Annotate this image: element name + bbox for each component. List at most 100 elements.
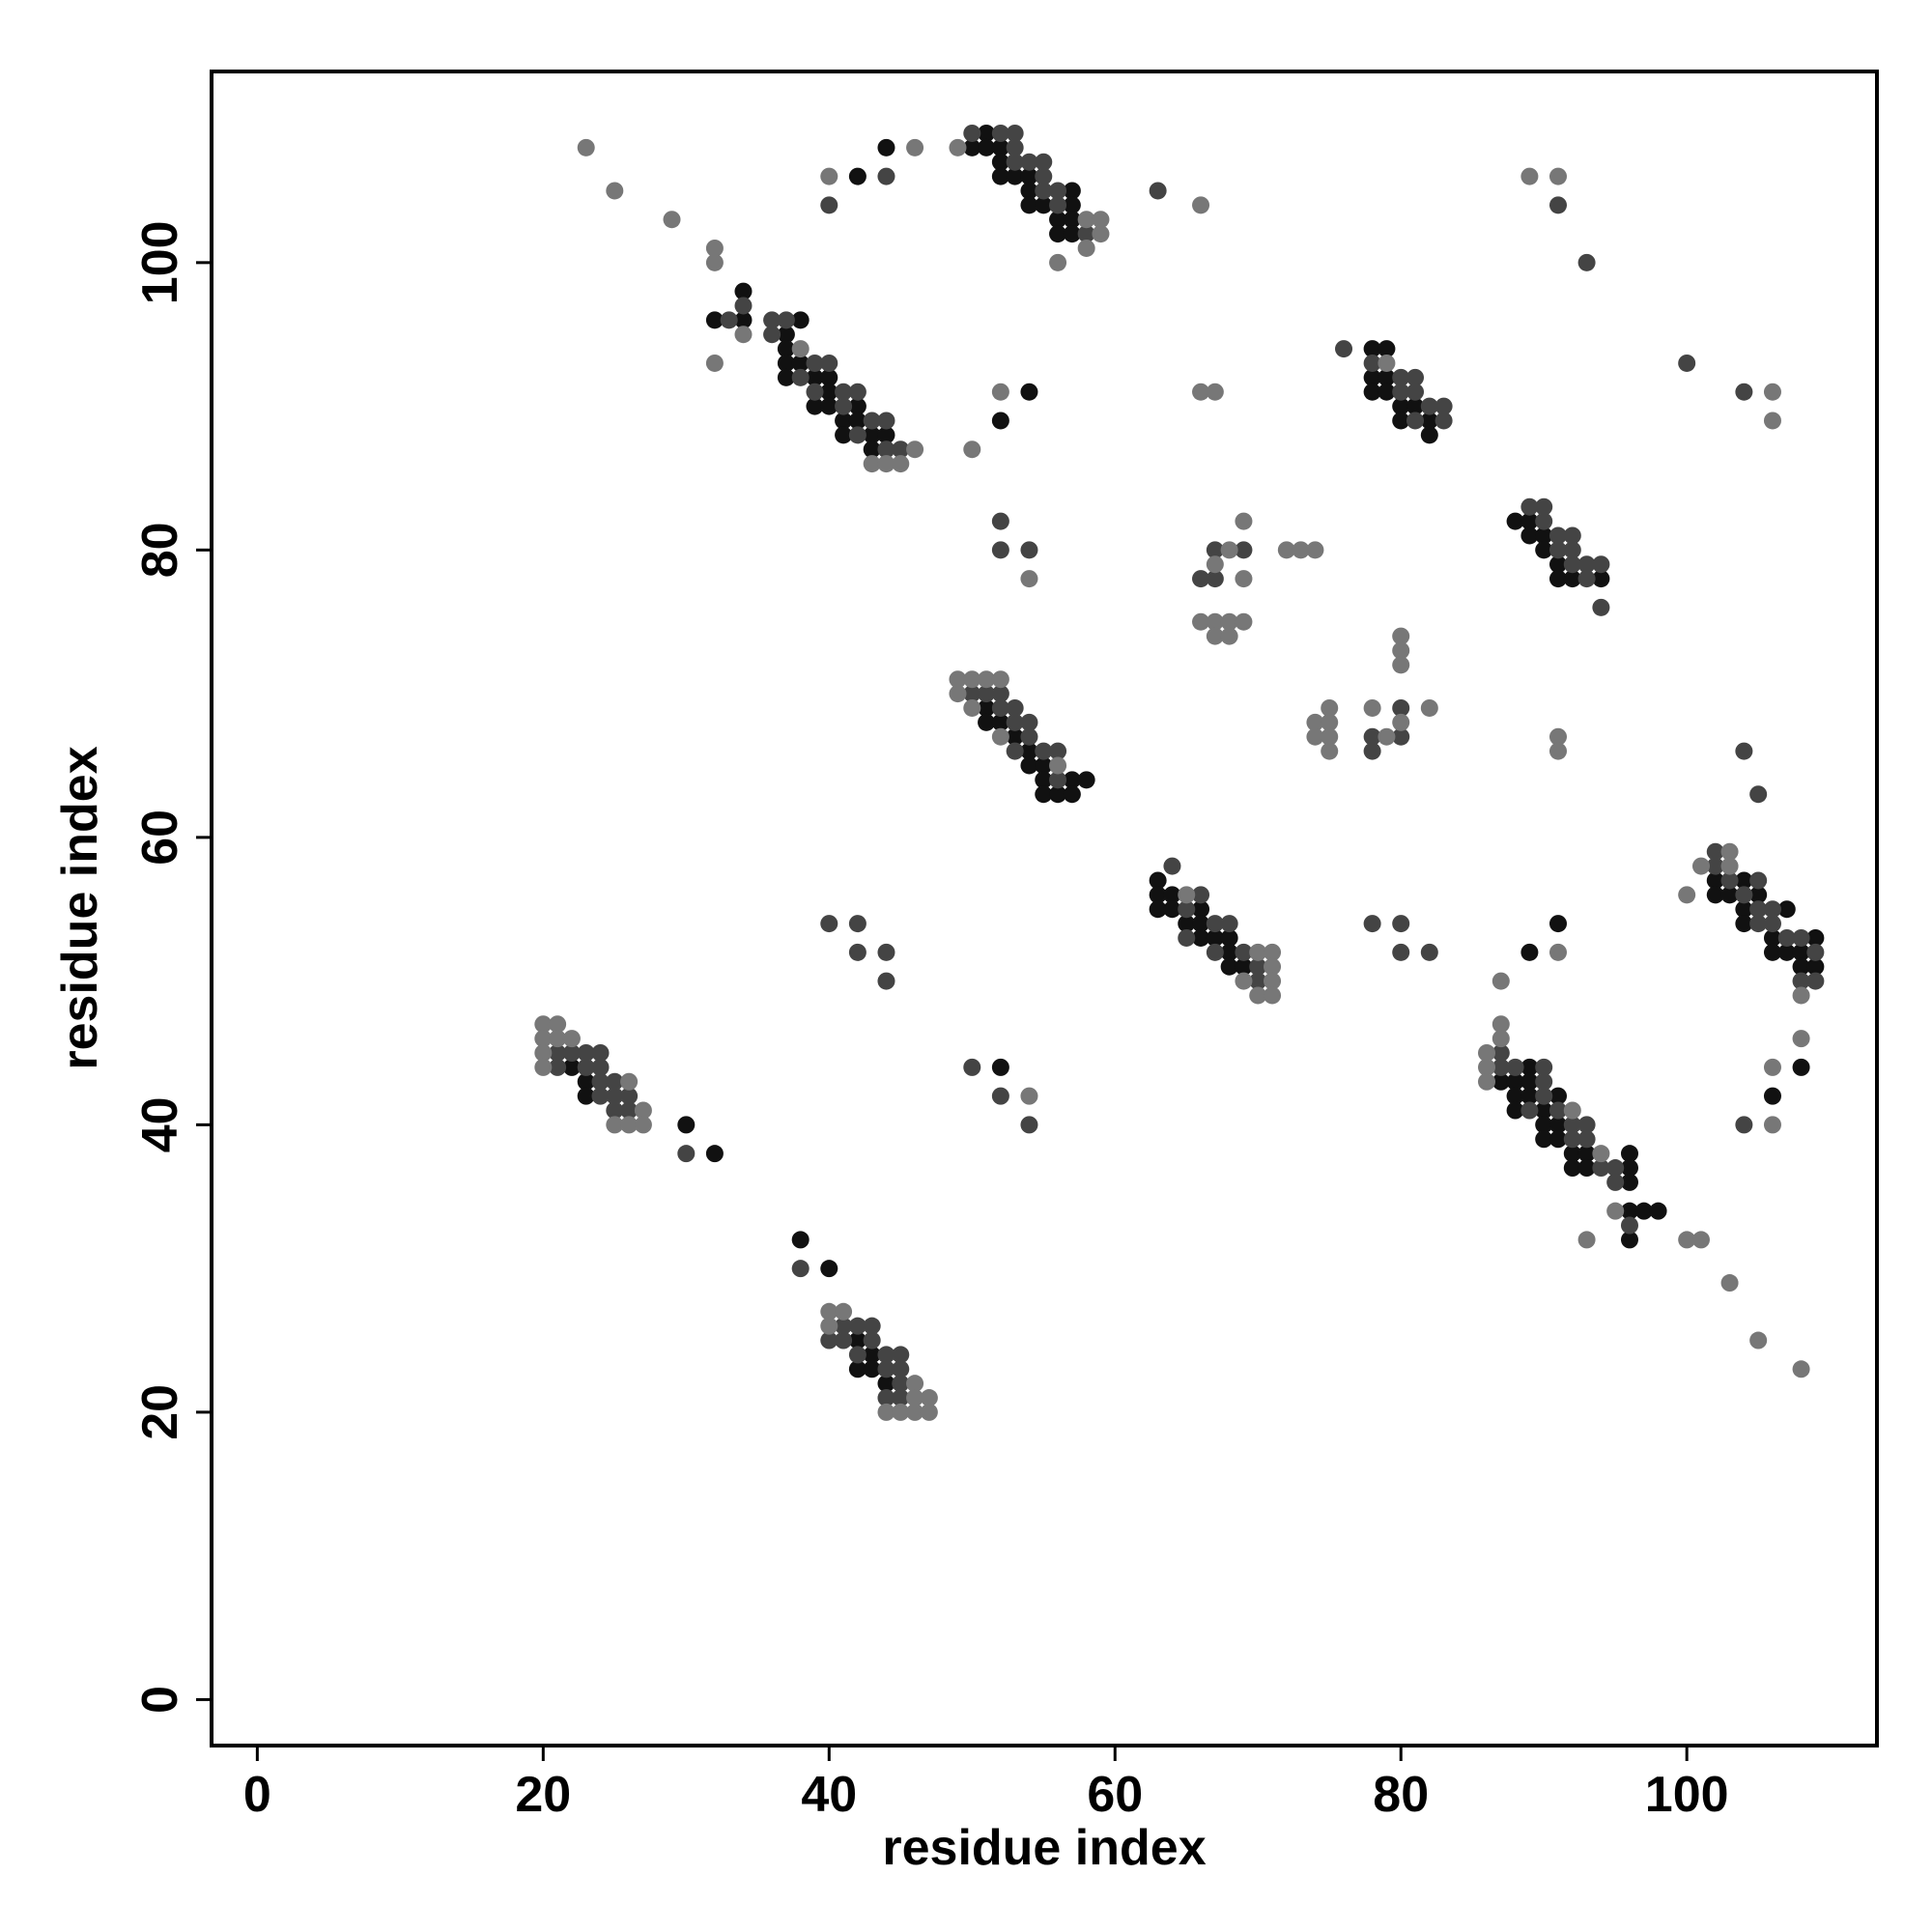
contact-point bbox=[591, 1072, 610, 1091]
contact-point bbox=[1192, 383, 1210, 401]
contact-point bbox=[835, 397, 853, 415]
contact-point bbox=[991, 383, 1009, 401]
contact-point bbox=[863, 1360, 881, 1378]
contact-point bbox=[1192, 886, 1210, 904]
contact-point bbox=[1149, 182, 1167, 200]
contact-point bbox=[1020, 713, 1038, 731]
contact-point bbox=[1420, 698, 1438, 717]
contact-point bbox=[1063, 211, 1081, 229]
contact-point bbox=[1749, 871, 1768, 890]
contact-point bbox=[1392, 698, 1410, 717]
contact-point bbox=[1392, 412, 1410, 430]
contact-point bbox=[620, 1116, 639, 1134]
contact-point bbox=[705, 311, 724, 329]
contact-point bbox=[1548, 1087, 1567, 1105]
contact-point bbox=[1548, 555, 1567, 574]
contact-point bbox=[863, 426, 881, 444]
contact-point bbox=[1035, 167, 1053, 185]
contact-point bbox=[848, 397, 867, 415]
contact-point bbox=[848, 426, 867, 444]
contact-point bbox=[1620, 1231, 1638, 1249]
contact-point bbox=[1235, 957, 1253, 976]
contact-point bbox=[1321, 727, 1339, 746]
contact-point bbox=[1492, 1058, 1510, 1076]
contact-point bbox=[806, 368, 824, 386]
contact-point bbox=[705, 354, 724, 372]
contact-point bbox=[1363, 383, 1381, 401]
contact-point bbox=[1306, 713, 1324, 731]
contact-point bbox=[848, 383, 867, 401]
contact-point bbox=[1220, 612, 1238, 631]
contact-point bbox=[1392, 915, 1410, 933]
contact-point bbox=[1492, 1015, 1510, 1034]
contact-point bbox=[1321, 698, 1339, 717]
contact-point bbox=[606, 182, 624, 200]
contact-point bbox=[677, 1145, 696, 1163]
contact-point bbox=[1192, 570, 1210, 588]
contact-point bbox=[848, 167, 867, 185]
y-tick-label: 40 bbox=[132, 1096, 188, 1152]
contact-point bbox=[1749, 886, 1768, 904]
contact-point bbox=[1392, 368, 1410, 386]
contact-point bbox=[1735, 742, 1753, 760]
contact-point bbox=[863, 1346, 881, 1364]
contact-point bbox=[1506, 1058, 1524, 1076]
contact-point bbox=[1277, 541, 1295, 559]
contact-point bbox=[1592, 570, 1610, 588]
contact-point bbox=[963, 670, 981, 689]
contact-point bbox=[763, 311, 781, 329]
contact-point bbox=[820, 1260, 838, 1278]
contact-point bbox=[1492, 1072, 1510, 1091]
contact-point bbox=[1235, 512, 1253, 530]
contact-point bbox=[991, 153, 1009, 171]
contact-point bbox=[1378, 354, 1396, 372]
contact-point bbox=[1763, 900, 1781, 919]
contact-point bbox=[534, 1058, 553, 1076]
contact-point bbox=[978, 670, 996, 689]
contact-point bbox=[606, 1087, 624, 1105]
x-tick-label: 0 bbox=[243, 1767, 271, 1823]
contact-point bbox=[1049, 756, 1067, 775]
contact-point bbox=[1806, 928, 1825, 947]
contact-point bbox=[1735, 383, 1753, 401]
contact-point bbox=[1478, 1072, 1496, 1091]
contact-point bbox=[1777, 928, 1796, 947]
contact-point bbox=[863, 1317, 881, 1335]
contact-point bbox=[777, 311, 795, 329]
contact-point bbox=[1206, 943, 1224, 961]
contact-point bbox=[606, 1101, 624, 1120]
contact-point bbox=[1720, 886, 1739, 904]
contact-point bbox=[1548, 742, 1567, 760]
contact-point bbox=[1763, 1087, 1781, 1105]
contact-point bbox=[1035, 742, 1053, 760]
contact-point bbox=[591, 1087, 610, 1105]
contact-point bbox=[1206, 541, 1224, 559]
contact-point bbox=[1720, 1274, 1739, 1293]
contact-point bbox=[577, 1043, 595, 1062]
contact-point bbox=[777, 368, 795, 386]
contact-point bbox=[1577, 1130, 1596, 1149]
contact-point bbox=[1020, 541, 1038, 559]
contact-point bbox=[1506, 1072, 1524, 1091]
contact-point bbox=[820, 1302, 838, 1321]
contact-point bbox=[1363, 368, 1381, 386]
contact-point bbox=[848, 943, 867, 961]
contact-point bbox=[1163, 886, 1181, 904]
contact-point bbox=[562, 1043, 581, 1062]
contact-point bbox=[892, 1360, 910, 1378]
contact-point bbox=[963, 1058, 981, 1076]
contact-point bbox=[1435, 397, 1453, 415]
contact-point bbox=[1620, 1216, 1638, 1235]
contact-point bbox=[1020, 167, 1038, 185]
contact-point bbox=[1520, 943, 1539, 961]
contact-point bbox=[1420, 943, 1438, 961]
contact-point bbox=[1691, 857, 1710, 875]
contact-point bbox=[549, 1058, 567, 1076]
contact-point bbox=[1620, 1159, 1638, 1178]
contact-point bbox=[562, 1058, 581, 1076]
contact-point bbox=[1520, 1058, 1539, 1076]
contact-point bbox=[906, 440, 924, 459]
contact-point bbox=[620, 1072, 639, 1091]
contact-point bbox=[820, 1317, 838, 1335]
contact-point bbox=[620, 1101, 639, 1120]
